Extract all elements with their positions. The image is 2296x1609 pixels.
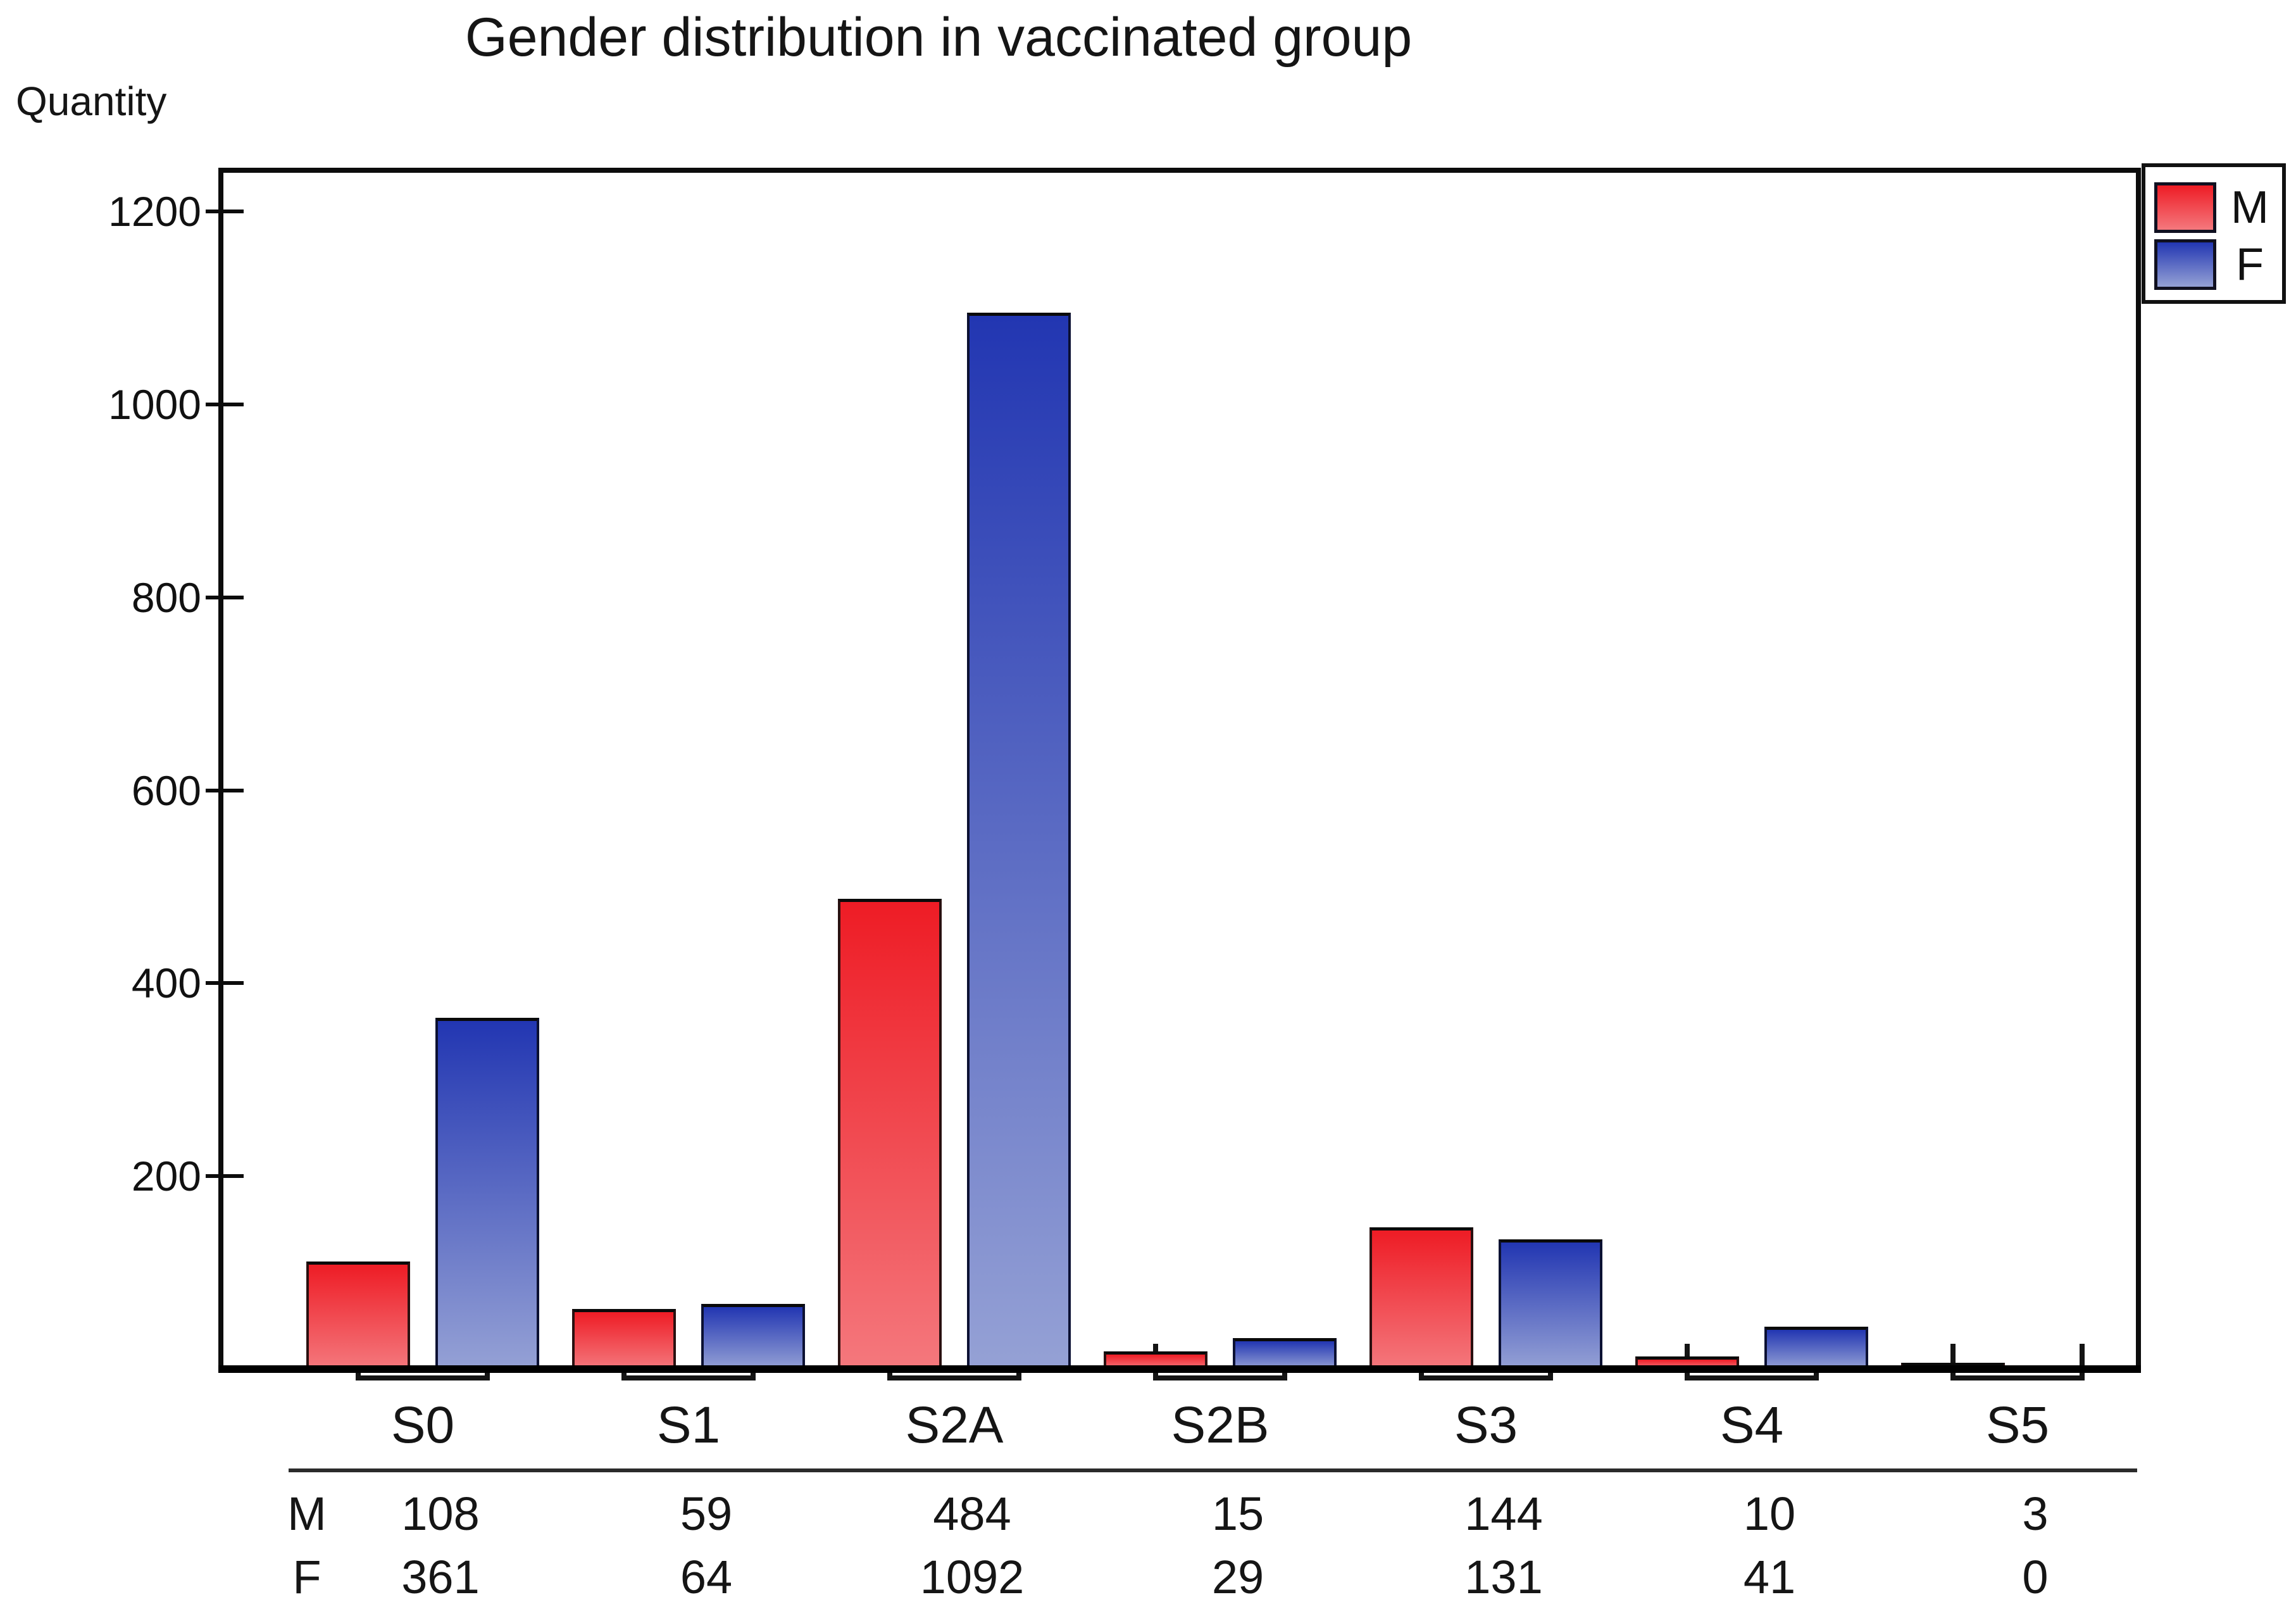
y-tick-label: 800 xyxy=(131,574,201,621)
table-row-label-f: F xyxy=(292,1551,321,1603)
bar-m-s0 xyxy=(306,1262,410,1369)
y-tick xyxy=(206,596,244,599)
y-axis-label: Quantity xyxy=(16,78,167,124)
plot-frame-right xyxy=(2136,168,2141,1373)
y-tick xyxy=(206,789,244,792)
table-value-f-s2a: 1092 xyxy=(920,1551,1025,1603)
category-label-s2a: S2A xyxy=(905,1396,1004,1454)
bar-f-s1 xyxy=(701,1304,805,1369)
plot-frame-top xyxy=(218,168,2141,173)
y-tick-label: 1000 xyxy=(108,381,201,428)
table-row-label-m: M xyxy=(287,1487,327,1540)
legend: M F xyxy=(2142,163,2286,304)
bar-m-s1 xyxy=(572,1309,676,1369)
y-tick xyxy=(206,210,244,213)
legend-swatch-m xyxy=(2154,182,2216,233)
table-value-f-s2b: 29 xyxy=(1211,1551,1264,1603)
table-value-m-s0: 108 xyxy=(401,1487,480,1540)
chart-title: Gender distribution in vaccinated group xyxy=(465,7,1413,68)
y-tick xyxy=(206,403,244,406)
bar-m-s2a xyxy=(838,899,942,1369)
category-label-s5: S5 xyxy=(1985,1396,2050,1454)
group-bracket xyxy=(1950,1344,2085,1380)
table-value-m-s1: 59 xyxy=(680,1487,733,1540)
legend-label-f: F xyxy=(2236,239,2264,290)
bar-m-s3 xyxy=(1369,1227,1473,1369)
bar-f-s4 xyxy=(1764,1327,1868,1369)
legend-label-m: M xyxy=(2231,182,2269,233)
table-value-m-s4: 10 xyxy=(1743,1487,1796,1540)
bar-f-s3 xyxy=(1499,1239,1602,1369)
legend-swatch-f xyxy=(2154,239,2216,290)
table-rule xyxy=(289,1468,2137,1472)
table-value-f-s5: 0 xyxy=(2022,1551,2049,1603)
table-value-f-s4: 41 xyxy=(1743,1551,1796,1603)
category-label-s3: S3 xyxy=(1454,1396,1518,1454)
table-value-m-s2b: 15 xyxy=(1211,1487,1264,1540)
y-tick-label: 1200 xyxy=(108,188,201,235)
bar-f-s2b xyxy=(1233,1338,1337,1369)
table-value-m-s3: 144 xyxy=(1464,1487,1543,1540)
bar-f-s2a xyxy=(967,313,1071,1369)
table-value-f-s0: 361 xyxy=(401,1551,480,1603)
y-tick-label: 200 xyxy=(131,1153,201,1199)
category-label-s1: S1 xyxy=(656,1396,721,1454)
y-tick xyxy=(206,1174,244,1178)
category-label-s4: S4 xyxy=(1719,1396,1784,1454)
category-label-s2b: S2B xyxy=(1171,1396,1270,1454)
y-tick-label: 400 xyxy=(131,960,201,1006)
bar-f-s0 xyxy=(435,1018,539,1369)
table-value-m-s2a: 484 xyxy=(933,1487,1011,1540)
table-value-f-s1: 64 xyxy=(680,1551,733,1603)
y-tick xyxy=(206,981,244,985)
x-axis-line xyxy=(218,1365,2141,1373)
y-tick-label: 600 xyxy=(131,767,201,814)
y-axis-line xyxy=(218,168,223,1373)
table-value-m-s5: 3 xyxy=(2022,1487,2049,1540)
table-value-f-s3: 131 xyxy=(1464,1551,1543,1603)
category-label-s0: S0 xyxy=(390,1396,455,1454)
